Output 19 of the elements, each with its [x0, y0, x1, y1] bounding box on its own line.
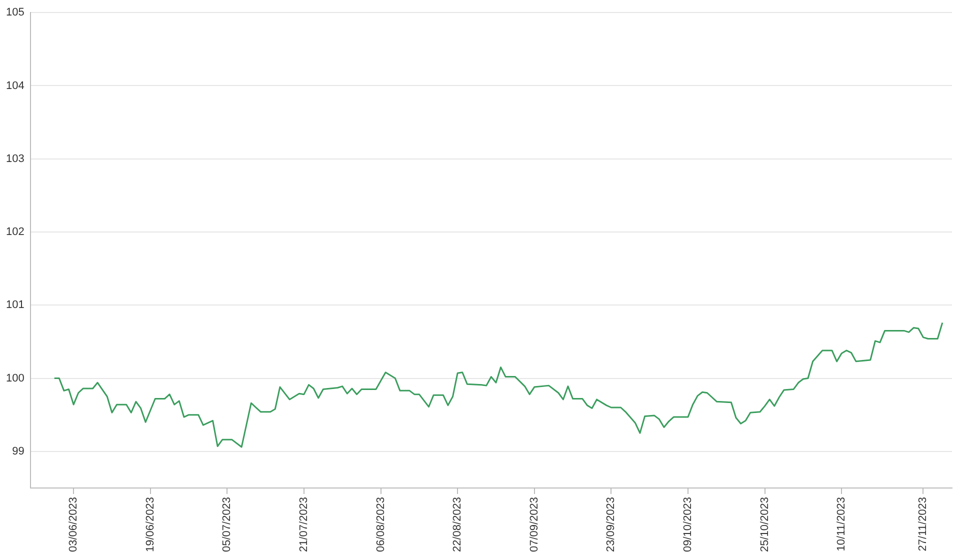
x-tick-label: 21/07/2023 [298, 496, 310, 552]
x-tick-label: 23/09/2023 [605, 496, 618, 552]
x-tick-label: 09/10/2023 [682, 496, 694, 552]
x-tick-label: 07/09/2023 [528, 496, 540, 552]
x-tick-label: 25/10/2023 [758, 496, 771, 552]
x-tick-label: 03/06/2023 [68, 496, 80, 552]
x-tick-label: 19/06/2023 [144, 496, 156, 552]
x-tick-label: 05/07/2023 [221, 496, 234, 552]
y-tick-label: 101 [6, 299, 24, 312]
y-tick-label: 104 [6, 80, 24, 92]
y-tick-label: 103 [6, 152, 24, 165]
y-tick-label: 99 [12, 445, 24, 458]
y-tick-label: 100 [6, 372, 24, 384]
x-tick-label: 06/08/2023 [374, 496, 387, 552]
x-tick-label: 22/08/2023 [452, 496, 464, 552]
y-tick-label: 102 [6, 226, 24, 238]
x-tick-label: 27/11/2023 [917, 496, 930, 552]
x-tick-label: 10/11/2023 [836, 496, 848, 552]
y-tick-label: 105 [6, 6, 24, 19]
